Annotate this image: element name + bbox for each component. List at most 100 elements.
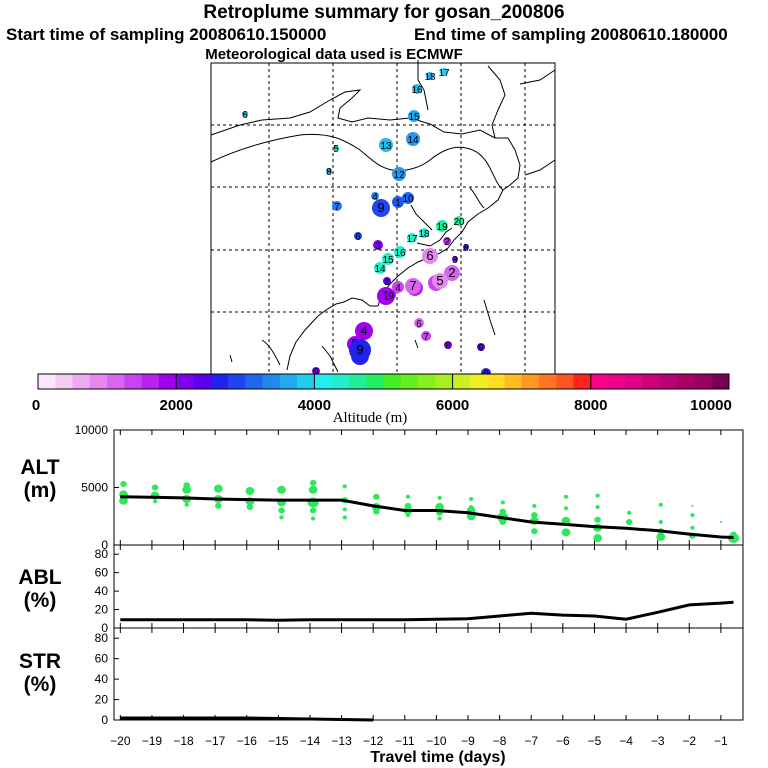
- map-marker: [402, 192, 414, 204]
- x-tick-label: −16: [237, 734, 258, 748]
- colorbar-swatch: [279, 374, 298, 389]
- x-tick-label: −13: [331, 734, 352, 748]
- y-tick-label: 20: [95, 603, 109, 617]
- map-marker-label: 4: [395, 283, 401, 294]
- map-marker-label: 8: [463, 243, 469, 254]
- map-marker-label: 17: [406, 234, 418, 245]
- map-marker: [412, 84, 422, 94]
- map-marker-label: 13: [380, 141, 392, 152]
- alt-point: [499, 519, 507, 525]
- str-label-bottom: (%): [23, 673, 57, 696]
- alt-point: [500, 500, 505, 505]
- colorbar-tick-label: 4000: [298, 397, 331, 414]
- map-marker-label: 8: [326, 167, 332, 178]
- alt-point: [310, 516, 316, 521]
- alt-label-top: ALT: [20, 456, 60, 479]
- y-tick-label: 40: [95, 584, 109, 598]
- x-tick-label: −14: [300, 734, 321, 748]
- map-marker: [426, 72, 434, 80]
- map-marker: [432, 273, 448, 289]
- alt-point: [245, 486, 255, 495]
- map-marker: [444, 341, 452, 349]
- y-tick-label: 20: [95, 693, 109, 707]
- colorbar-swatch: [228, 374, 246, 389]
- colorbar-swatch: [711, 374, 730, 389]
- alt-point: [405, 494, 411, 499]
- colorbar-swatch: [348, 374, 367, 389]
- map-marker: [444, 265, 460, 281]
- alt-point: [246, 504, 254, 511]
- x-tick-label: −7: [524, 734, 538, 748]
- map-marker: [440, 68, 448, 76]
- str-panel: 0 20 40 60 80: [95, 627, 744, 727]
- alt-point: [373, 493, 380, 500]
- x-tick-label: −10: [426, 734, 447, 748]
- alt-point: [435, 503, 444, 512]
- colorbar-tick-label: 6000: [436, 397, 469, 414]
- map-marker: [436, 220, 448, 232]
- colorbar-tick-label: 0: [32, 397, 40, 414]
- colorbar-swatch: [418, 374, 436, 389]
- colorbar-swatch: [642, 374, 661, 389]
- coastlines: [210, 60, 556, 373]
- colorbar-swatch: [314, 374, 333, 389]
- colorbar-tick-label: 2000: [160, 397, 193, 414]
- x-axis-title: Travel time (days): [370, 749, 506, 766]
- map-marker: [372, 199, 390, 217]
- colorbar-swatch: [504, 374, 523, 389]
- colorbar-swatch: [297, 374, 315, 389]
- colorbar-swatch: [331, 374, 350, 389]
- y-tick-label: 80: [95, 547, 109, 561]
- alt-point: [309, 479, 317, 486]
- map-marker-label: 3: [452, 255, 458, 266]
- map-marker-label: 2: [448, 265, 455, 280]
- map-marker: [332, 201, 342, 211]
- alt-point: [342, 515, 347, 520]
- map-marker-label: 1: [384, 277, 390, 288]
- map-marker-label: 10: [402, 194, 414, 205]
- alt-point: [658, 502, 664, 507]
- x-tick-label: −6: [556, 734, 570, 748]
- colorbar-swatch: [452, 374, 471, 389]
- map-marker: [354, 232, 362, 240]
- y-tick-label: 5000: [81, 481, 108, 495]
- map-marker-label: 7: [334, 202, 340, 213]
- abl-panel: 0 20 40 60 80: [95, 544, 744, 635]
- alt-point: [183, 482, 190, 489]
- map-marker: [373, 240, 383, 250]
- x-tick-label: −19: [142, 734, 163, 748]
- alt-point: [215, 502, 222, 509]
- alt-point: [437, 495, 442, 500]
- alt-point: [279, 515, 284, 520]
- map-marker: [355, 322, 373, 340]
- map-marker: [422, 248, 438, 264]
- map-marker: [383, 277, 391, 285]
- str-panel-label: STR (%): [5, 650, 75, 696]
- map-marker: [392, 196, 404, 208]
- map-marker: [407, 233, 417, 243]
- colorbar-swatch: [193, 374, 212, 389]
- map-marker-label: 14: [407, 135, 419, 146]
- alt-point: [593, 534, 603, 543]
- map-marker-label: 6: [242, 110, 248, 121]
- x-tick-label: −5: [588, 734, 602, 748]
- map-marker: [371, 192, 379, 200]
- colorbar-swatch: [625, 374, 644, 389]
- map-marker: [349, 339, 371, 361]
- alt-point: [627, 510, 632, 515]
- colorbar-swatch: [521, 374, 540, 389]
- alt-point: [563, 506, 569, 511]
- map-marker: [454, 216, 464, 226]
- x-tick-label: −2: [682, 734, 696, 748]
- map-marker-label: 15: [408, 112, 420, 123]
- map-marker-label: 9: [377, 200, 384, 215]
- alt-point: [658, 520, 664, 524]
- alt-point: [561, 516, 571, 525]
- colorbar-swatch: [538, 374, 557, 389]
- colorbar-swatch: [245, 374, 264, 389]
- x-tick-label: −9: [461, 734, 475, 748]
- map-marker-label: 2: [444, 237, 450, 248]
- alt-point: [690, 513, 695, 518]
- map-marker: [408, 110, 420, 122]
- map-marker: [242, 111, 248, 117]
